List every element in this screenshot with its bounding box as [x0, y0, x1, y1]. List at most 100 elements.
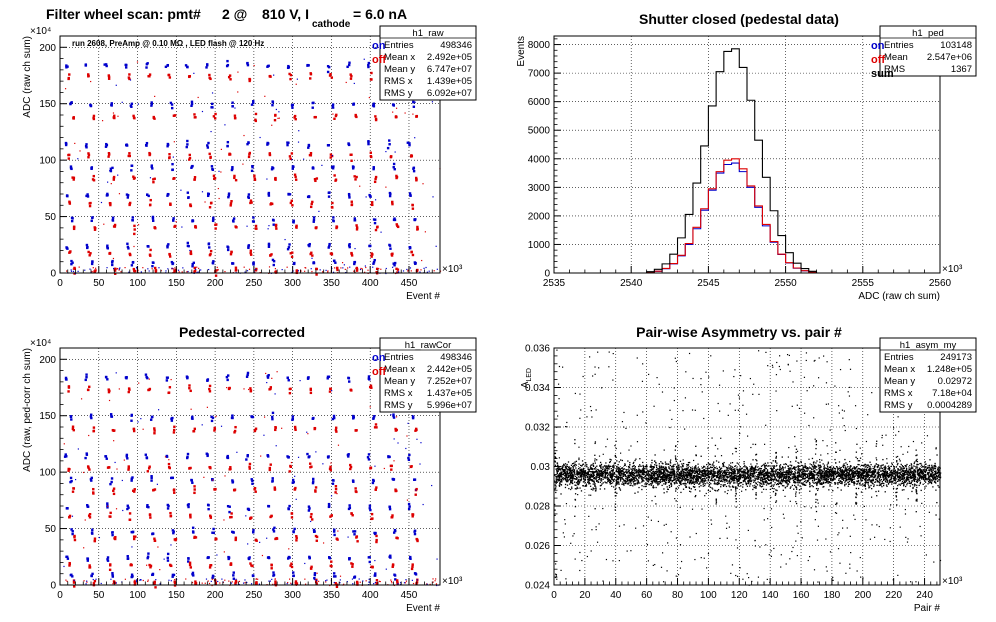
point-off [308, 153, 312, 157]
point-on [407, 502, 411, 506]
point-asymmetry [909, 475, 912, 478]
point-asymmetry [874, 476, 876, 478]
point-off [220, 148, 222, 151]
point-on [230, 416, 234, 420]
point-on [389, 247, 392, 250]
point-asymmetry [600, 465, 602, 467]
point-on [117, 174, 119, 176]
point-on [246, 225, 248, 227]
point-asymmetry [712, 476, 714, 479]
point-asymmetry [627, 469, 629, 471]
point-off [329, 156, 332, 159]
point-off [84, 519, 86, 521]
point-asymmetry [819, 466, 821, 469]
point-off [433, 270, 435, 272]
point-off [275, 582, 277, 585]
point-off [86, 581, 88, 583]
point-asymmetry [736, 473, 738, 475]
point-asymmetry [570, 471, 573, 473]
point-asymmetry [605, 465, 607, 468]
point-asymmetry [856, 470, 858, 473]
point-asymmetry [909, 472, 911, 474]
point-on [286, 143, 289, 147]
point-on [359, 268, 362, 271]
point-on [165, 270, 167, 272]
point-off [421, 259, 423, 262]
point-asymmetry [802, 482, 804, 484]
point-asymmetry [802, 470, 804, 473]
point-off [374, 117, 378, 121]
point-asymmetry [881, 464, 883, 467]
point-off [329, 465, 332, 469]
x-exponent: ×10³ [942, 264, 963, 275]
point-on [313, 572, 317, 575]
point-asymmetry [855, 501, 857, 504]
point-on [170, 419, 174, 422]
point-off [295, 226, 298, 229]
point-asymmetry [903, 474, 906, 476]
point-on [119, 267, 121, 269]
point-off [134, 579, 136, 581]
point-off [142, 579, 144, 582]
point-on [390, 414, 392, 416]
point-asymmetry [847, 468, 849, 470]
point-off [172, 428, 176, 432]
point-off [174, 578, 176, 581]
point-off [375, 538, 378, 542]
point-asymmetry [675, 500, 677, 502]
point-asymmetry [805, 470, 808, 472]
point-asymmetry [781, 485, 784, 487]
point-asymmetry [821, 483, 823, 486]
point-off [289, 73, 293, 77]
point-off [148, 388, 151, 392]
point-asymmetry [581, 468, 583, 470]
point-on [332, 216, 335, 219]
point-off [120, 271, 122, 273]
point-off [63, 443, 65, 445]
point-asymmetry [904, 481, 906, 484]
point-asymmetry [795, 460, 797, 462]
point-asymmetry [818, 481, 820, 483]
y-exponent: ×10⁴ [30, 26, 51, 37]
point-asymmetry [904, 464, 906, 467]
bar-off [793, 268, 801, 273]
point-off [170, 564, 173, 568]
point-off [136, 61, 139, 63]
point-on [259, 136, 261, 139]
point-off [248, 268, 251, 270]
point-on [319, 269, 321, 271]
point-off [254, 227, 257, 230]
point-on [171, 529, 175, 532]
point-asymmetry [562, 470, 564, 473]
point-asymmetry [689, 470, 691, 472]
point-off [71, 427, 75, 431]
point-off [309, 72, 312, 75]
point-asymmetry [761, 477, 763, 479]
point-off [72, 178, 75, 181]
point-on [110, 578, 112, 580]
point-asymmetry [593, 481, 595, 484]
point-asymmetry [630, 482, 632, 484]
point-off [350, 254, 354, 257]
point-on [231, 479, 234, 482]
stats-row-value: 2.547e+06 [927, 52, 972, 63]
point-on [171, 416, 174, 420]
y-tick-label: 2000 [528, 211, 551, 222]
point-asymmetry [569, 473, 571, 475]
point-on [121, 479, 123, 482]
point-asymmetry [866, 479, 868, 481]
point-on [400, 581, 402, 584]
point-on [416, 438, 418, 440]
point-on [147, 552, 150, 555]
point-on [385, 150, 387, 153]
point-off [274, 580, 277, 583]
point-off [148, 253, 152, 256]
point-on [236, 451, 238, 453]
point-on [129, 79, 132, 81]
point-asymmetry [800, 460, 802, 463]
point-off [107, 155, 110, 158]
point-on [140, 579, 142, 581]
point-asymmetry [559, 480, 562, 483]
point-on [252, 261, 255, 264]
point-off [116, 468, 118, 470]
